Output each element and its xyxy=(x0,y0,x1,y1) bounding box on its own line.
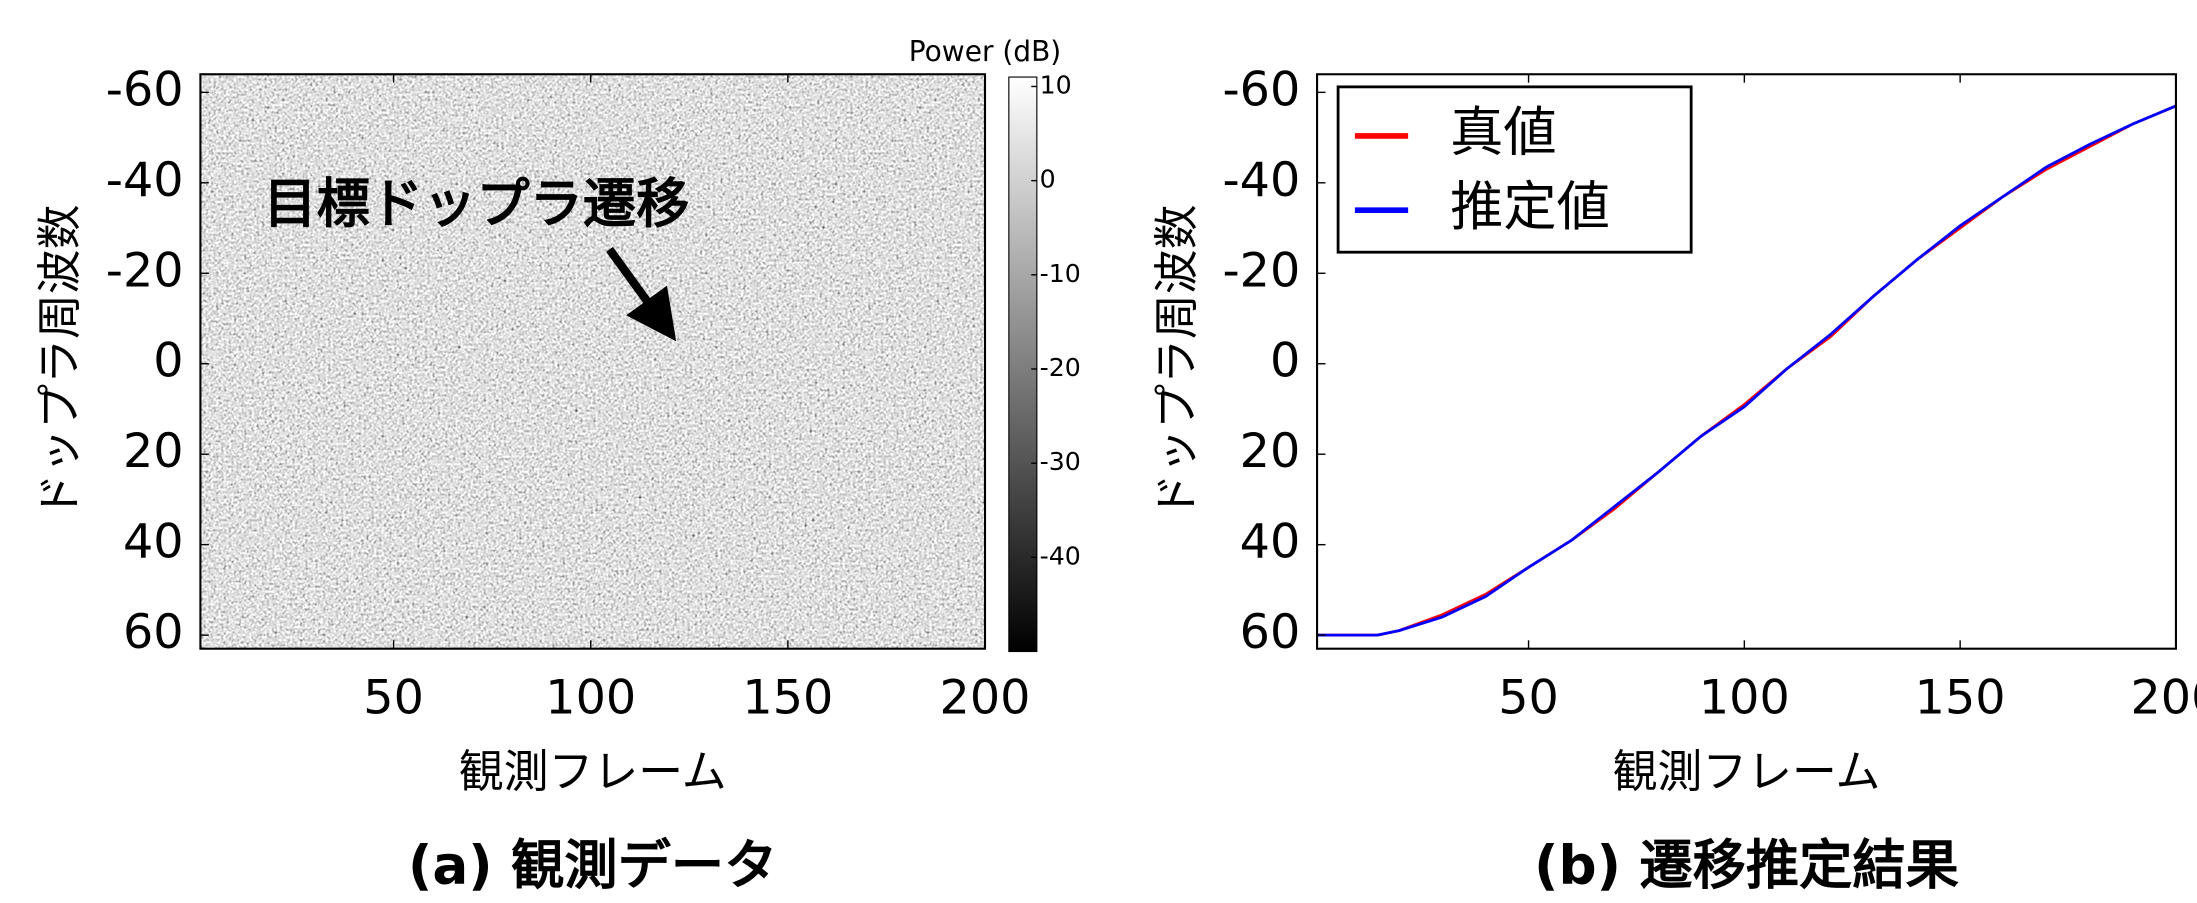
panel-caption: (b) 遷移推定結果 xyxy=(1534,834,1959,896)
colorbar-label: Power (dB) xyxy=(909,35,1061,68)
y-tick-label: 20 xyxy=(123,424,184,479)
x-tick-label: 200 xyxy=(2130,671,2197,726)
colorbar-tick-label: -20 xyxy=(1040,353,1081,382)
plot-frame xyxy=(1316,73,2177,650)
x-tick-label: 50 xyxy=(1498,671,1559,726)
y-tick-label: 0 xyxy=(1270,334,1300,389)
colorbar-tick-label: -40 xyxy=(1040,541,1081,570)
y-tick-label: -20 xyxy=(106,243,184,298)
y-tick-label: -40 xyxy=(1222,153,1300,208)
y-tick-label: -60 xyxy=(1222,62,1300,117)
y-tick-label: 40 xyxy=(1240,515,1301,570)
x-axis-label: 観測フレーム xyxy=(1613,745,1881,798)
colorbar-tick-label: -30 xyxy=(1040,447,1081,476)
y-tick-label: 0 xyxy=(153,334,183,389)
legend-label: 真値 xyxy=(1450,102,1556,164)
y-axis-label: ドップラ周波数 xyxy=(1150,205,1203,519)
annotation-arrow xyxy=(606,246,677,342)
x-tick-label: 200 xyxy=(940,671,1031,726)
y-tick-label: 20 xyxy=(1240,424,1301,479)
x-tick-label: 150 xyxy=(742,671,833,726)
colorbar xyxy=(1008,76,1038,653)
y-tick-label: -20 xyxy=(1222,243,1300,298)
legend-box xyxy=(1336,85,1693,254)
y-axis-label: ドップラ周波数 xyxy=(33,205,86,519)
y-tick-label: -60 xyxy=(106,62,184,117)
y-tick-label: -40 xyxy=(106,153,184,208)
plot-frame xyxy=(199,73,987,650)
panel-caption: (a) 観測データ xyxy=(408,834,777,896)
y-tick-label: 40 xyxy=(123,515,184,570)
annotation: 目標ドップラ遷移 xyxy=(263,173,689,235)
y-tick-label: 60 xyxy=(123,605,184,660)
x-tick-label: 50 xyxy=(363,671,424,726)
x-tick-label: 100 xyxy=(1699,671,1790,726)
x-axis-label: 観測フレーム xyxy=(459,745,727,798)
data-line xyxy=(1317,104,2177,637)
legend-label: 推定値 xyxy=(1450,176,1610,238)
colorbar-tick-label: 0 xyxy=(1040,165,1056,194)
x-tick-label: 100 xyxy=(545,671,636,726)
noise-image xyxy=(200,74,986,649)
y-tick-label: 60 xyxy=(1240,605,1301,660)
x-tick-label: 150 xyxy=(1915,671,2006,726)
colorbar-tick-label: 10 xyxy=(1040,70,1072,99)
colorbar-tick-label: -10 xyxy=(1040,259,1081,288)
